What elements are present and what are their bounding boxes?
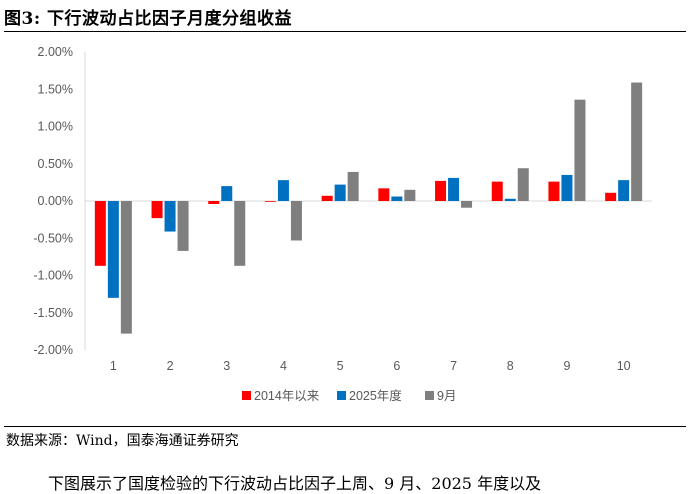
x-tick-label: 5 bbox=[337, 359, 344, 373]
bar bbox=[378, 188, 390, 201]
bar bbox=[334, 184, 346, 201]
y-tick-label: -2.00% bbox=[33, 343, 73, 357]
bar-chart: 2.00% 1.50% 1.00% 0.50% 0.00% -0.50% -1.00% -1.… bbox=[33, 45, 652, 403]
bar bbox=[321, 195, 333, 201]
bar bbox=[94, 201, 106, 266]
x-tick-label: 1 bbox=[110, 359, 117, 373]
legend-swatch bbox=[425, 391, 434, 400]
x-tick-label: 3 bbox=[223, 359, 230, 373]
x-tick-label: 7 bbox=[450, 359, 457, 373]
bar bbox=[164, 201, 176, 232]
bar bbox=[461, 201, 473, 208]
body-text: 下图展示了国度检验的下行波动占比因子上周、9 月、2025 年度以及 bbox=[48, 474, 542, 493]
legend-swatch bbox=[242, 391, 251, 400]
chart-area: 2.00% 1.50% 1.00% 0.50% 0.00% -0.50% -1.00% -1.… bbox=[0, 36, 692, 426]
x-tick-label: 6 bbox=[393, 359, 400, 373]
bar bbox=[548, 181, 560, 201]
bar bbox=[120, 201, 132, 334]
bar bbox=[435, 180, 447, 201]
bar bbox=[504, 198, 516, 201]
y-tick-label: 0.50% bbox=[38, 157, 73, 171]
bar bbox=[177, 201, 189, 251]
bar bbox=[517, 168, 529, 201]
bar bbox=[605, 192, 617, 201]
bar bbox=[618, 180, 630, 201]
legend-swatch bbox=[337, 391, 346, 400]
figure-title: 图3: 下行波动占比因子月度分组收益 bbox=[4, 9, 293, 29]
title-divider bbox=[4, 31, 686, 32]
x-tick-label: 4 bbox=[280, 359, 287, 373]
legend-label: 2014年以来 bbox=[254, 389, 320, 403]
bar bbox=[404, 189, 416, 201]
x-tick-label: 10 bbox=[617, 359, 631, 373]
y-tick-label: 2.00% bbox=[38, 45, 73, 59]
bar bbox=[574, 99, 586, 201]
bar bbox=[234, 201, 246, 266]
bar bbox=[107, 201, 119, 298]
y-tick-label: 0.00% bbox=[38, 194, 73, 208]
bar bbox=[347, 171, 359, 201]
y-tick-label: 1.00% bbox=[38, 120, 73, 134]
bar bbox=[391, 196, 403, 201]
x-tick-label: 8 bbox=[507, 359, 514, 373]
legend-label: 2025年度 bbox=[349, 388, 402, 403]
bar bbox=[631, 82, 643, 201]
bar bbox=[491, 181, 503, 201]
bar bbox=[208, 201, 220, 204]
x-tick-label: 9 bbox=[563, 359, 570, 373]
bar bbox=[561, 174, 573, 201]
y-tick-label: -0.50% bbox=[33, 231, 73, 245]
bar bbox=[277, 180, 289, 201]
source-note: 数据来源：Wind，国泰海通证券研究 bbox=[6, 433, 239, 449]
source-divider bbox=[4, 426, 686, 427]
x-tick-label: 2 bbox=[167, 359, 174, 373]
bar bbox=[151, 201, 163, 219]
bar bbox=[264, 201, 276, 202]
bar bbox=[448, 177, 460, 201]
y-tick-label: -1.50% bbox=[33, 306, 73, 320]
bar bbox=[290, 201, 302, 241]
legend-label: 9月 bbox=[437, 389, 456, 403]
y-tick-label: -1.00% bbox=[33, 269, 73, 283]
y-tick-label: 1.50% bbox=[38, 82, 73, 96]
bar bbox=[221, 186, 233, 201]
